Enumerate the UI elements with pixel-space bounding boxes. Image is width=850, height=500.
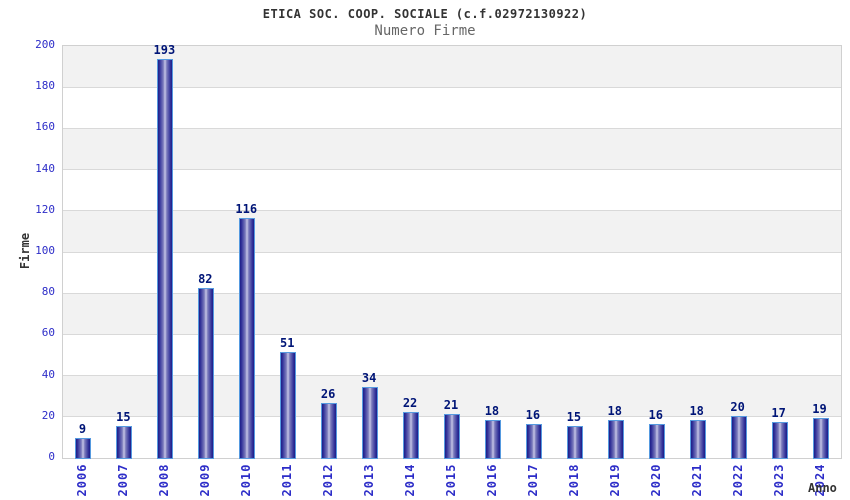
bar-value-label: 16 (525, 408, 541, 422)
bar-value-label: 16 (648, 408, 663, 422)
bar-value-label: 19 (812, 402, 827, 416)
bar (362, 387, 378, 459)
x-tick-label: 2022 (730, 463, 745, 497)
y-tick-label: 160 (35, 120, 55, 134)
gridline (63, 251, 841, 253)
bar (280, 352, 296, 459)
y-tick-label: 80 (41, 285, 55, 299)
x-tick-label: 2014 (403, 463, 418, 497)
bar-value-label: 17 (771, 406, 786, 420)
bar (485, 420, 501, 459)
bar (321, 403, 337, 459)
bar (649, 424, 665, 459)
gridline (63, 86, 841, 88)
y-tick-label: 140 (35, 161, 55, 175)
x-tick-label: 2020 (648, 463, 663, 497)
x-tick-label: 2012 (321, 463, 336, 497)
bar-value-label: 51 (279, 336, 295, 350)
y-tick-label: 40 (41, 367, 55, 381)
x-tick-label: 2011 (280, 463, 295, 497)
bar-value-label: 18 (484, 404, 500, 418)
y-tick-label: 120 (35, 202, 55, 216)
x-tick-label: 2019 (607, 463, 622, 497)
gridline (63, 375, 841, 377)
x-axis-title: Anno (808, 481, 837, 495)
bar-value-label: 9 (78, 422, 87, 436)
x-tick-label: 2009 (198, 463, 213, 497)
bar-value-label: 193 (153, 43, 176, 57)
bar-value-label: 15 (566, 410, 582, 424)
bar (198, 288, 214, 459)
x-tick-label: 2008 (157, 463, 172, 497)
bar (608, 420, 624, 459)
chart-title: ETICA SOC. COOP. SOCIALE (c.f.0297213092… (262, 7, 588, 21)
bar-value-label: 20 (730, 400, 745, 414)
x-tick-label: 2007 (116, 463, 131, 497)
gridline (63, 333, 841, 335)
bar (403, 412, 419, 459)
y-tick-label: 100 (35, 244, 55, 257)
gridline (63, 169, 841, 171)
bar (157, 59, 173, 459)
x-tick-label: 2010 (239, 463, 254, 497)
x-tick-label: 2006 (75, 463, 90, 497)
y-tick-label: 60 (41, 326, 55, 340)
y-axis-title: Firme (18, 232, 32, 270)
bar (690, 420, 706, 459)
gridline (63, 127, 841, 129)
y-tick-label: 20 (41, 408, 55, 422)
y-tick-label: 180 (35, 79, 55, 93)
bar-value-label: 18 (607, 404, 623, 418)
bar (444, 414, 460, 459)
bar (239, 218, 255, 459)
plot-area (62, 45, 842, 459)
bar-value-label: 34 (361, 371, 377, 385)
bar (731, 416, 747, 459)
x-tick-label: 2017 (525, 463, 540, 497)
bar (567, 426, 583, 459)
bar-value-label: 82 (198, 272, 213, 286)
bar (526, 424, 542, 459)
bar (772, 422, 788, 459)
gridline (63, 210, 841, 212)
x-tick-label: 2021 (689, 463, 704, 497)
x-tick-label: 2013 (362, 463, 377, 497)
bar (813, 418, 829, 459)
bar-value-label: 26 (320, 387, 336, 401)
x-tick-label: 2023 (771, 463, 786, 497)
bar-value-label: 21 (443, 398, 459, 412)
bar-value-label: 18 (689, 404, 704, 418)
gridline (63, 292, 841, 294)
bar-value-label: 22 (402, 396, 418, 410)
x-tick-label: 2018 (566, 463, 581, 497)
y-tick-label: 0 (48, 450, 55, 463)
bar-value-label: 116 (235, 202, 258, 216)
bar (75, 438, 91, 459)
bar-value-label: 15 (116, 410, 131, 424)
bar (116, 426, 132, 459)
y-tick-label: 200 (35, 38, 55, 51)
chart-subtitle: Numero Firme (374, 23, 476, 39)
x-tick-label: 2015 (444, 463, 458, 497)
x-tick-label: 2016 (484, 463, 499, 497)
